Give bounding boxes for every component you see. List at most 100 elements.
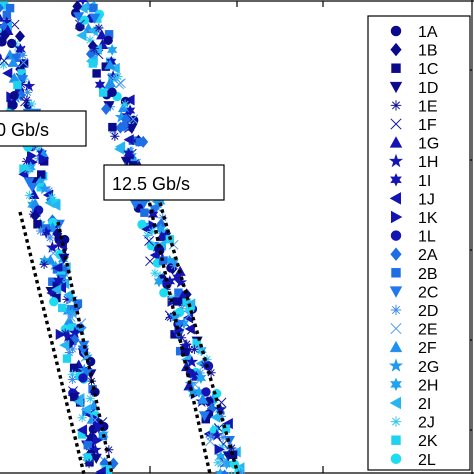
- legend-marker-1e: [390, 100, 402, 111]
- data-point: [0, 3, 4, 13]
- data-point: [167, 293, 177, 303]
- data-point: [55, 328, 66, 340]
- data-point: [89, 3, 98, 13]
- legend-label-2h: 2H: [418, 377, 438, 394]
- data-point: [195, 368, 205, 378]
- data-point: [59, 339, 70, 351]
- data-point: [2, 67, 13, 79]
- legend-label-2g: 2G: [418, 359, 439, 376]
- data-point: [185, 355, 199, 368]
- data-point: [12, 53, 21, 63]
- data-point: [197, 393, 209, 404]
- data-point: [63, 289, 74, 301]
- data-point: [174, 275, 188, 288]
- legend-label-2f: 2F: [418, 340, 437, 357]
- legend-label-1b: 1B: [418, 43, 438, 60]
- data-point: [106, 43, 118, 56]
- data-point: [108, 122, 117, 132]
- data-point: [88, 59, 98, 68]
- data-point: [120, 156, 132, 168]
- data-point: [92, 69, 101, 78]
- data-point: [90, 453, 102, 464]
- data-point: [84, 453, 93, 462]
- data-point: [84, 458, 94, 469]
- data-point: [177, 333, 187, 343]
- annotation-left-box: [0, 110, 87, 147]
- data-point: [14, 30, 25, 43]
- data-point: [38, 153, 49, 165]
- data-point: [107, 87, 117, 98]
- legend-marker-1b: [390, 42, 402, 57]
- legend-marker-1l: [390, 230, 402, 241]
- fit-line: [56, 221, 114, 474]
- data-point: [149, 249, 160, 261]
- data-point: [153, 275, 165, 288]
- data-point: [217, 457, 228, 468]
- data-point: [210, 411, 221, 423]
- data-point: [89, 44, 99, 54]
- data-point: [195, 371, 207, 384]
- data-point: [104, 59, 116, 70]
- data-point: [29, 142, 39, 152]
- data-point: [76, 29, 87, 42]
- data-point: [78, 373, 88, 383]
- legend-label-1e: 1E: [418, 98, 438, 115]
- data-point: [6, 38, 17, 49]
- data-point: [74, 19, 85, 30]
- legend-marker-1k: [391, 210, 403, 224]
- data-point: [67, 344, 78, 354]
- data-point: [172, 297, 182, 306]
- data-point: [236, 467, 246, 474]
- data-point: [21, 156, 32, 166]
- legend-label-2a: 2A: [418, 247, 438, 264]
- legend-label-1j: 1J: [418, 191, 435, 208]
- data-point: [0, 60, 9, 70]
- data-point: [213, 458, 223, 468]
- legend-label-2l: 2L: [418, 452, 436, 469]
- data-point: [150, 268, 160, 278]
- data-point: [35, 226, 46, 236]
- data-point: [73, 396, 84, 408]
- data-point: [111, 73, 122, 83]
- data-point: [88, 443, 102, 456]
- data-point: [9, 90, 19, 101]
- data-point: [77, 413, 87, 423]
- legend-label-2i: 2I: [418, 396, 431, 413]
- data-point: [18, 57, 29, 68]
- data-point: [47, 192, 57, 202]
- legend-label-2j: 2J: [418, 415, 435, 432]
- data-point: [216, 411, 227, 422]
- annotation-right: 12.5 Gb/s: [103, 164, 225, 201]
- legend-label-1k: 1K: [418, 210, 438, 227]
- legend-label-1f: 1F: [418, 117, 437, 134]
- data-point: [126, 124, 138, 135]
- legend-marker-2l: [390, 453, 402, 465]
- data-point: [60, 328, 70, 338]
- data-point: [7, 56, 19, 67]
- legend-label-2e: 2E: [418, 322, 438, 339]
- data-point: [52, 262, 63, 274]
- data-point: [214, 443, 225, 456]
- data-point: [93, 421, 104, 434]
- data-point: [128, 114, 139, 125]
- data-point: [147, 226, 157, 237]
- data-point: [227, 443, 237, 453]
- data-point: [77, 2, 88, 14]
- data-point: [7, 100, 16, 109]
- data-point: [142, 230, 152, 241]
- legend-label-2c: 2C: [418, 284, 438, 301]
- data-point: [0, 37, 7, 47]
- legend-marker-2k: [391, 435, 401, 445]
- legend-marker-2f: [389, 340, 403, 353]
- legend-marker-1c: [391, 63, 401, 73]
- data-point: [67, 369, 77, 379]
- data-point: [0, 55, 10, 66]
- data-point: [28, 188, 40, 200]
- data-point: [217, 442, 227, 452]
- legend-marker-1f: [390, 118, 402, 130]
- data-point: [140, 208, 149, 217]
- legend-label-1g: 1G: [418, 136, 439, 153]
